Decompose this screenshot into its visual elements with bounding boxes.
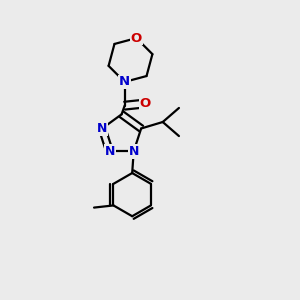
Text: O: O xyxy=(140,97,151,110)
Text: N: N xyxy=(97,122,107,135)
Text: N: N xyxy=(128,145,139,158)
Text: O: O xyxy=(131,32,142,45)
Text: N: N xyxy=(104,145,115,158)
Text: N: N xyxy=(119,75,130,88)
